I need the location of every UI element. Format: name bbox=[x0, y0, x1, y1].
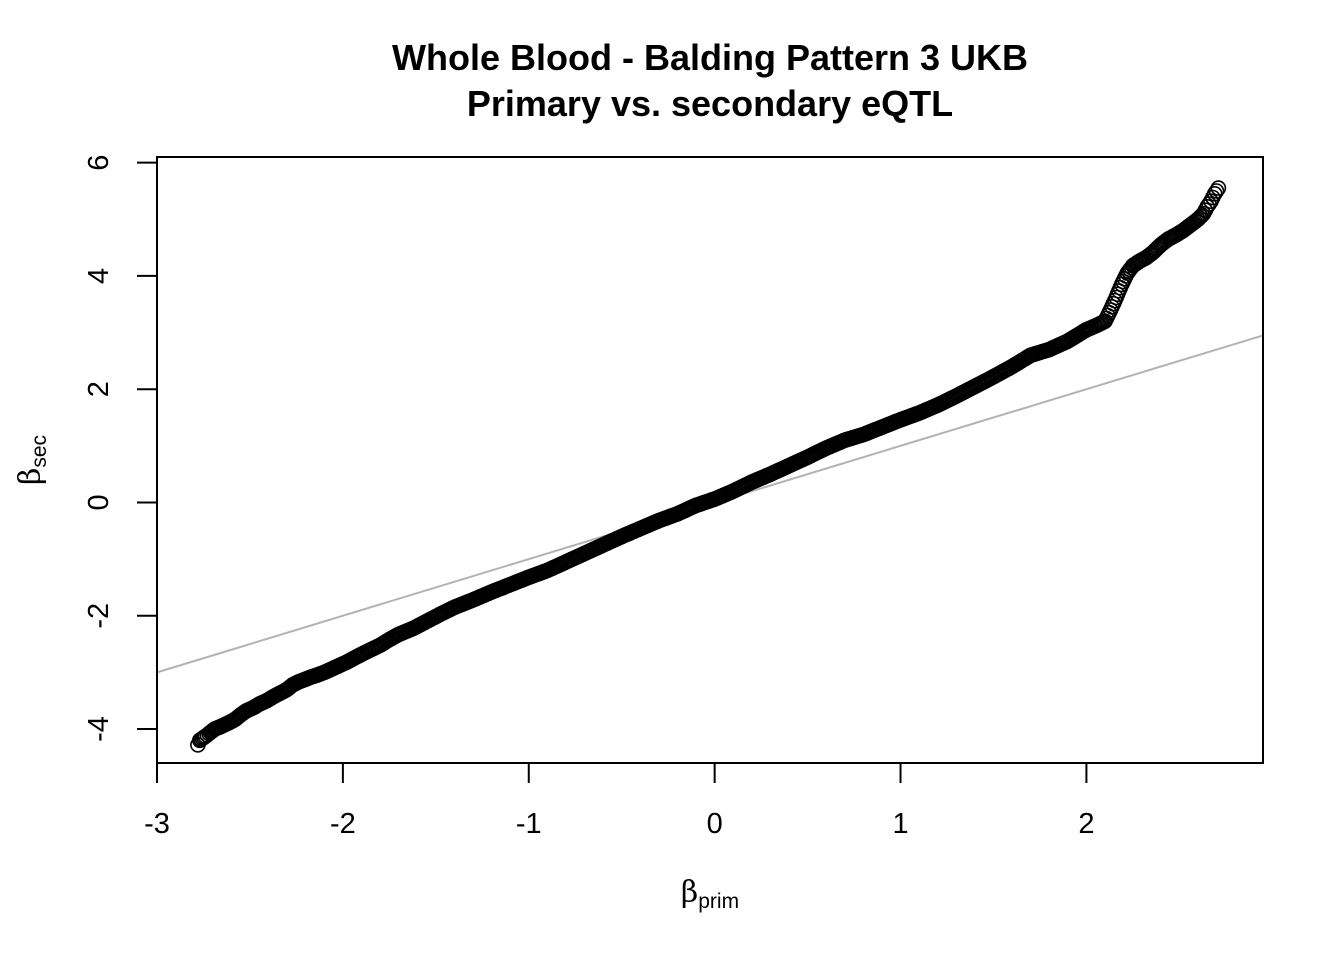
y-axis-label-group: βsec bbox=[13, 435, 51, 485]
chart-title: Whole Blood - Balding Pattern 3 UKB bbox=[392, 37, 1028, 78]
chart-subtitle: Primary vs. secondary eQTL bbox=[467, 83, 953, 124]
y-axis: -4 -2 0 2 4 6 bbox=[83, 155, 158, 742]
y-axis-label-subscript: sec bbox=[28, 435, 51, 468]
y-axis-label: βsec bbox=[13, 435, 51, 485]
y-tick-label: 0 bbox=[83, 494, 115, 510]
y-tick-label: -4 bbox=[83, 716, 115, 742]
x-tick-label: -1 bbox=[516, 808, 542, 840]
x-axis-label-subscript: prim bbox=[698, 890, 739, 913]
x-tick-label: -2 bbox=[330, 808, 356, 840]
data-points bbox=[190, 180, 1227, 753]
y-tick-label: 2 bbox=[83, 381, 115, 397]
y-tick-label: -2 bbox=[83, 603, 115, 629]
x-tick-label: 1 bbox=[892, 808, 908, 840]
y-axis-label-symbol: β bbox=[13, 468, 48, 485]
x-tick-label: -3 bbox=[144, 808, 170, 840]
y-tick-label: 6 bbox=[83, 155, 115, 171]
x-axis: -3 -2 -1 0 1 2 bbox=[144, 762, 1094, 840]
x-tick-label: 2 bbox=[1078, 808, 1094, 840]
x-axis-label: βprim bbox=[681, 875, 739, 913]
x-axis-label-symbol: β bbox=[681, 875, 698, 910]
data-point bbox=[1208, 183, 1225, 199]
data-point bbox=[1194, 207, 1210, 223]
data-point bbox=[1210, 180, 1227, 196]
y-tick-label: 4 bbox=[83, 268, 115, 284]
x-tick-label: 0 bbox=[707, 808, 723, 840]
